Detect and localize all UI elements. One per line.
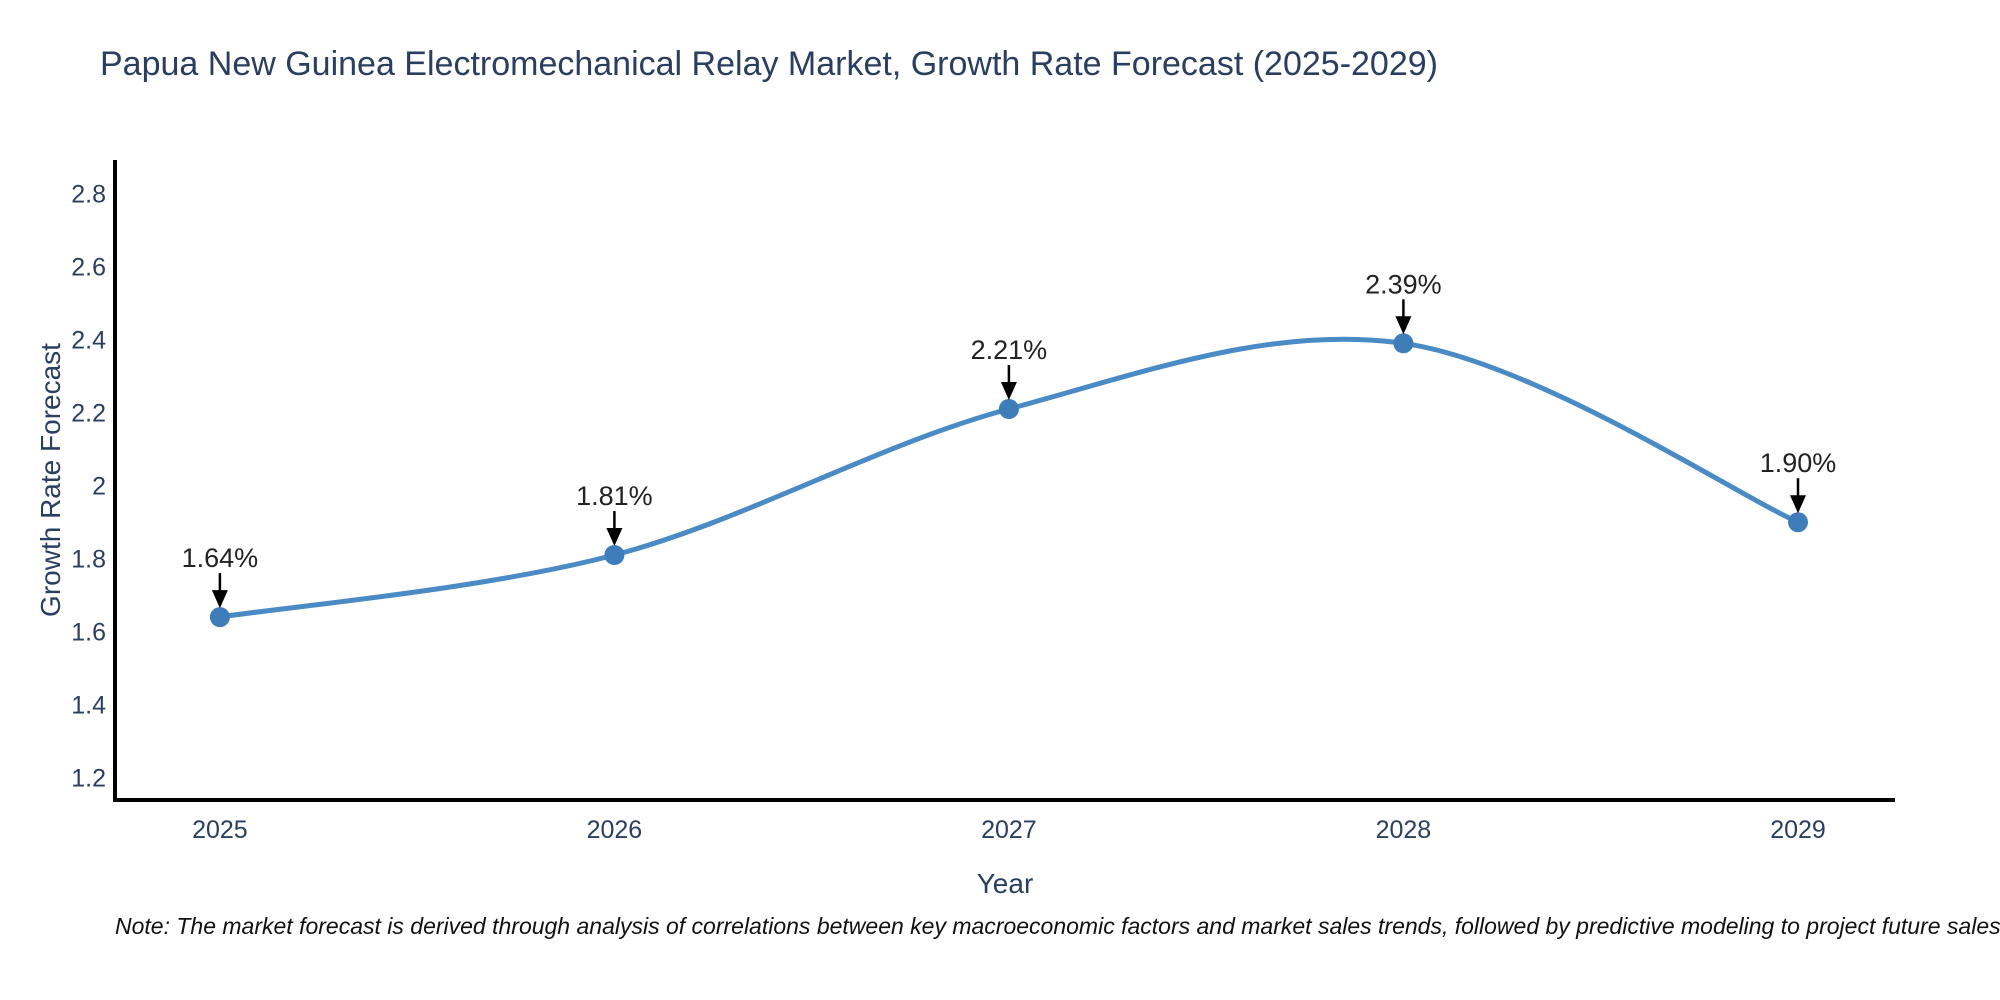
- x-tick-label-2028: 2028: [1376, 816, 1432, 844]
- data-point-2028: [1393, 333, 1414, 354]
- x-tick-label-2029: 2029: [1770, 816, 1826, 844]
- annotation-label-2025: 1.64%: [182, 543, 259, 573]
- annotation-arrow-head: [1395, 316, 1412, 335]
- annotation-label-2026: 1.81%: [576, 481, 653, 511]
- data-point-2027: [998, 399, 1019, 419]
- footnote-text: Note: The market forecast is derived thr…: [115, 913, 2000, 939]
- annotation-label-2029: 1.90%: [1760, 448, 1837, 478]
- x-axis-title: Year: [977, 868, 1034, 899]
- data-point-2026: [604, 545, 625, 565]
- y-tick-label-1.4: 1.4: [71, 692, 106, 720]
- axis-lines: [113, 160, 1895, 802]
- x-tick-label-2025: 2025: [192, 816, 248, 844]
- x-tick-label-2026: 2026: [587, 816, 643, 844]
- annotation-arrow-head: [1000, 382, 1017, 400]
- annotation-arrow-head: [1790, 495, 1806, 514]
- annotation-label-2027: 2.21%: [971, 335, 1048, 365]
- y-tick-label-1.8: 1.8: [71, 546, 106, 574]
- y-tick-label-2.6: 2.6: [71, 254, 106, 282]
- x-tick-label-2027: 2027: [981, 816, 1037, 844]
- annotation-arrow-head: [211, 590, 228, 609]
- y-tick-label-2.2: 2.2: [71, 400, 106, 428]
- y-tick-label-1.2: 1.2: [71, 765, 106, 793]
- y-tick-label-2.4: 2.4: [71, 327, 106, 355]
- annotation-arrow-head: [606, 528, 623, 546]
- y-tick-label-2: 2: [92, 473, 106, 501]
- chart-title: Papua New Guinea Electromechanical Relay…: [100, 45, 1438, 83]
- y-tick-label-2.8: 2.8: [71, 181, 106, 209]
- annotation-label-2028: 2.39%: [1365, 269, 1442, 299]
- y-tick-label-1.6: 1.6: [71, 619, 106, 647]
- y-axis-title: Growth Rate Forecast: [35, 343, 66, 617]
- data-point-2025: [209, 607, 230, 628]
- data-point-2029: [1788, 512, 1808, 533]
